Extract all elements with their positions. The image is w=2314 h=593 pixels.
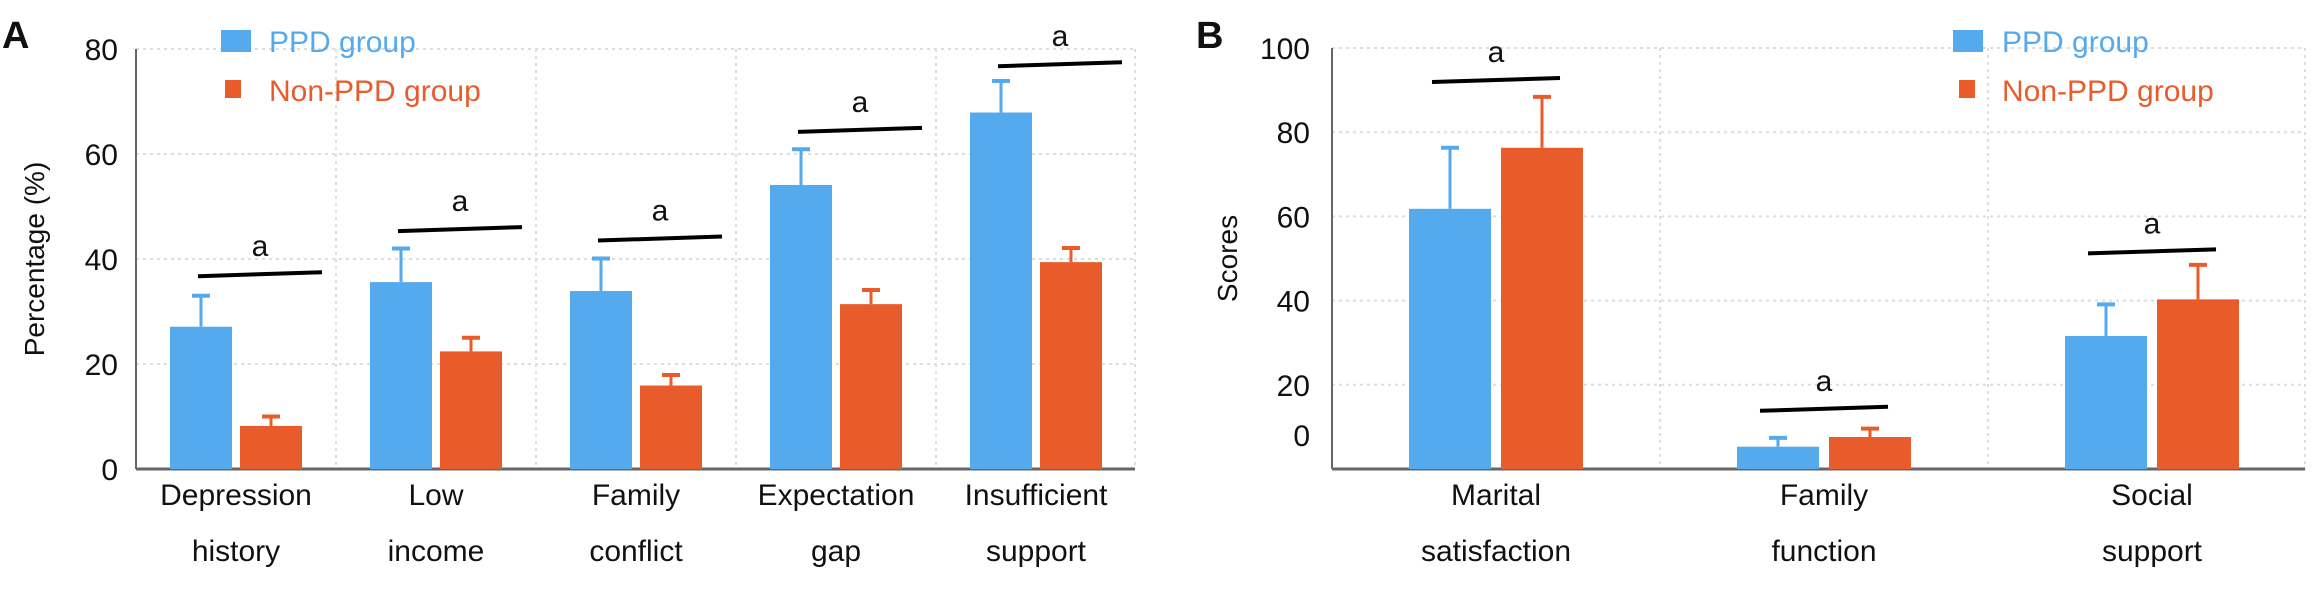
bar-non-ppd: [240, 425, 302, 469]
bar-non-ppd: [1501, 147, 1583, 470]
x-tick-label: support: [986, 535, 1087, 568]
bar-non-ppd: [440, 351, 502, 469]
y-axis-title: Scores: [1212, 215, 1243, 302]
y-tick-label: 60: [1277, 201, 1310, 234]
significance-line: [797, 125, 923, 134]
y-tick-label: 80: [85, 34, 118, 67]
bar-non-ppd: [1829, 437, 1911, 469]
bar-ppd: [370, 282, 432, 469]
x-tick-label: history: [192, 535, 280, 568]
y-tick-label: 0: [101, 454, 118, 487]
legend-label-non-ppd: Non-PPD group: [2002, 75, 2214, 108]
significance-label: a: [652, 195, 669, 228]
legend-swatch-non-ppd: [1959, 80, 1975, 98]
significance-label: a: [1052, 20, 1069, 53]
x-tick-label: Insufficient: [965, 479, 1109, 512]
bar-ppd: [770, 184, 832, 469]
significance-label: a: [2144, 207, 2161, 240]
x-tick-label: Family: [1780, 479, 1868, 512]
legend-swatch-ppd: [221, 30, 251, 52]
significance-label: a: [1816, 365, 1833, 398]
legend-label-ppd: PPD group: [269, 26, 416, 59]
x-tick-label: Family: [592, 479, 680, 512]
significance-line: [1759, 404, 1889, 413]
bar-ppd: [570, 291, 632, 469]
significance-line: [1431, 75, 1561, 84]
significance-line: [397, 225, 523, 234]
significance-line: [597, 234, 723, 243]
panel-label: B: [1196, 15, 1223, 57]
y-tick-label: 100: [1260, 33, 1310, 66]
x-tick-label: satisfaction: [1421, 535, 1571, 568]
panel-a: 0 20 40 60 80 Percentage (%) A Depression histor…: [2, 15, 1136, 568]
legend-label-ppd: PPD group: [2002, 26, 2149, 59]
y-tick-label: 20: [1277, 370, 1310, 403]
x-tick-label: gap: [811, 535, 861, 568]
x-tick-label: support: [2102, 535, 2203, 568]
y-tick-label: 40: [1277, 286, 1310, 319]
x-tick-label: Depression: [160, 479, 312, 512]
legend-swatch-ppd: [1953, 30, 1983, 52]
y-tick-label: 60: [85, 139, 118, 172]
legend-label-non-ppd: Non-PPD group: [269, 75, 481, 108]
significance-label: a: [252, 230, 269, 263]
significance-label: a: [1488, 36, 1505, 69]
bar-non-ppd: [2157, 299, 2239, 469]
significance-label: a: [852, 86, 869, 119]
x-tick-label: conflict: [589, 535, 683, 568]
significance-line: [197, 270, 323, 279]
legend-swatch-non-ppd: [225, 80, 241, 98]
significance-line: [2087, 247, 2217, 256]
y-tick-label: 40: [85, 244, 118, 277]
y-tick-label: 80: [1277, 117, 1310, 150]
bar-ppd: [1737, 446, 1819, 469]
x-tick-label: Social: [2111, 479, 2193, 512]
bar-ppd: [1409, 208, 1491, 469]
bar-ppd: [2065, 335, 2147, 469]
x-tick-label: income: [388, 535, 485, 568]
bar-non-ppd: [1040, 262, 1102, 469]
significance-label: a: [452, 185, 469, 218]
bar-non-ppd: [640, 385, 702, 469]
x-tick-label: Expectation: [758, 479, 915, 512]
x-tick-label: function: [1771, 535, 1876, 568]
y-axis-title: Percentage (%): [19, 162, 50, 357]
panel-b: 0 20 40 60 80 100 Scores B Marital satisfaction a F…: [1196, 15, 2306, 568]
bar-ppd: [970, 112, 1032, 470]
y-tick-label: 0: [1293, 420, 1310, 453]
bar-ppd: [170, 326, 232, 469]
bar-non-ppd: [840, 304, 902, 469]
x-tick-label: Marital: [1451, 479, 1541, 512]
significance-line: [997, 60, 1123, 69]
x-tick-label: Low: [408, 479, 463, 512]
y-tick-label: 20: [85, 349, 118, 382]
panel-label: A: [2, 15, 29, 57]
